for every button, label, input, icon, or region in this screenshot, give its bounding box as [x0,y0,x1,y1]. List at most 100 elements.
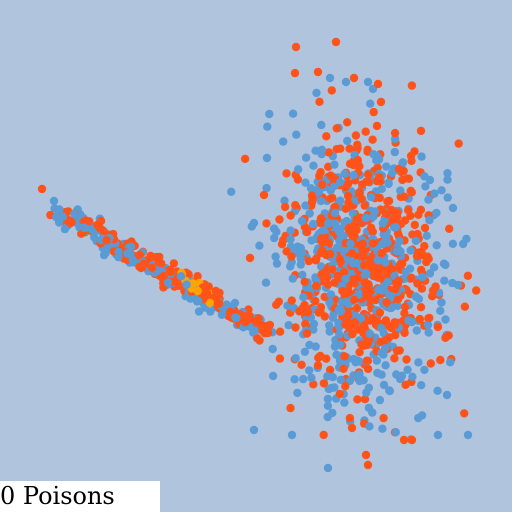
scatter-point-red [396,259,405,268]
scatter-point-red [407,435,417,445]
scatter-point-blue [309,319,319,329]
scatter-point-red [330,278,339,287]
scatter-point-red [351,319,360,328]
scatter-point-blue [323,401,333,410]
scatter-point-blue [325,298,334,307]
scatter-point-red [348,329,357,339]
scatter-point-blue [383,277,393,286]
scatter-point-red [37,184,47,194]
scatter-point-red [360,261,369,270]
scatter-point-blue [80,223,89,233]
scatter-point-red [355,188,364,197]
scatter-point-red [472,286,481,295]
scatter-point-red [311,256,321,265]
scatter-point-red [373,79,383,89]
scatter-point-blue [443,193,452,202]
scatter-point-red [361,127,370,136]
scatter-point-blue [381,361,390,370]
scatter-point-red [407,188,416,197]
scatter-point-red [302,329,312,338]
scatter-point-red [413,229,422,239]
scatter-point-red [297,360,306,369]
scatter-point-blue [417,381,426,390]
scatter-point-blue [326,186,335,195]
scatter-point-blue [232,313,241,323]
scatter-point-red [322,132,331,141]
scatter-point-blue [217,310,227,319]
scatter-point-red [343,118,352,127]
scatter-point-blue [279,137,288,146]
scatter-point-blue [424,328,433,337]
scatter-point-red [420,223,430,233]
scatter-point-red [291,201,300,210]
scatter-point-blue [262,153,272,163]
scatter-point-red [204,282,213,291]
scatter-point-red [135,250,145,259]
scatter-point-blue [433,430,443,440]
scatter-point-blue [334,305,343,315]
scatter-point-red [364,177,373,186]
scatter-point-red [406,151,416,161]
scatter-point-red [402,174,412,183]
scatter-point-blue [375,395,385,405]
scatter-point-red [352,214,361,224]
scatter-point-blue [311,146,320,155]
scatter-point-red [364,291,373,300]
scatter-point-red [159,271,168,281]
scatter-point-blue [305,209,314,218]
scatter-point-blue [323,394,333,404]
scatter-point-red [339,364,348,373]
scatter-point-red [300,277,309,287]
scatter-point-blue [293,388,302,398]
scatter-point-red [382,209,391,219]
scatter-point-red [441,333,450,342]
scatter-point-blue [349,171,358,180]
scatter-point-blue [365,329,374,338]
scatter-point-blue [391,222,400,232]
scatter-point-red [174,281,184,290]
scatter-point-red [361,450,371,460]
scatter-point-red [324,148,333,157]
scatter-point-blue [366,192,376,202]
scatter-point-red [332,145,341,154]
scatter-point-blue [328,313,338,322]
scatter-point-blue [308,219,318,229]
scatter-point-red [359,250,368,259]
scatter-point-red [331,202,340,212]
scatter-point-blue [437,186,446,195]
scatter-point-blue [99,250,109,260]
scatter-point-red [154,258,163,267]
scatter-point-blue [362,388,371,397]
scatter-point-blue [378,424,387,433]
scatter-point-blue [379,380,389,390]
scatter-point-blue [404,316,413,325]
scatter-point-red [319,379,329,388]
scatter-point-red [387,265,397,274]
scatter-point-red [410,220,419,230]
scatter-point-red [375,193,384,202]
scatter-point-blue [341,297,350,306]
scatter-point-red [309,380,318,389]
scatter-point-blue [340,398,349,407]
scatter-point-blue [390,134,400,144]
scatter-point-blue [298,270,307,280]
scatter-point-red [373,163,382,172]
scatter-point-blue [299,293,308,302]
scatter-point-red [377,249,386,258]
scatter-point-red [393,208,402,217]
scatter-point-blue [340,169,349,178]
scatter-point-blue [414,358,423,367]
scatter-point-blue [307,373,316,382]
scatter-point-blue [301,201,310,210]
scatter-point-red [400,192,409,201]
scatter-point-blue [58,212,67,221]
scatter-point-red [282,247,291,256]
scatter-point-blue [324,219,333,228]
scatter-point-red [364,170,373,179]
scatter-point-red [280,202,290,212]
scatter-point-red [454,139,463,148]
scatter-point-blue [440,276,449,285]
scatter-point-blue [309,161,318,170]
scatter-point-blue [377,184,386,194]
